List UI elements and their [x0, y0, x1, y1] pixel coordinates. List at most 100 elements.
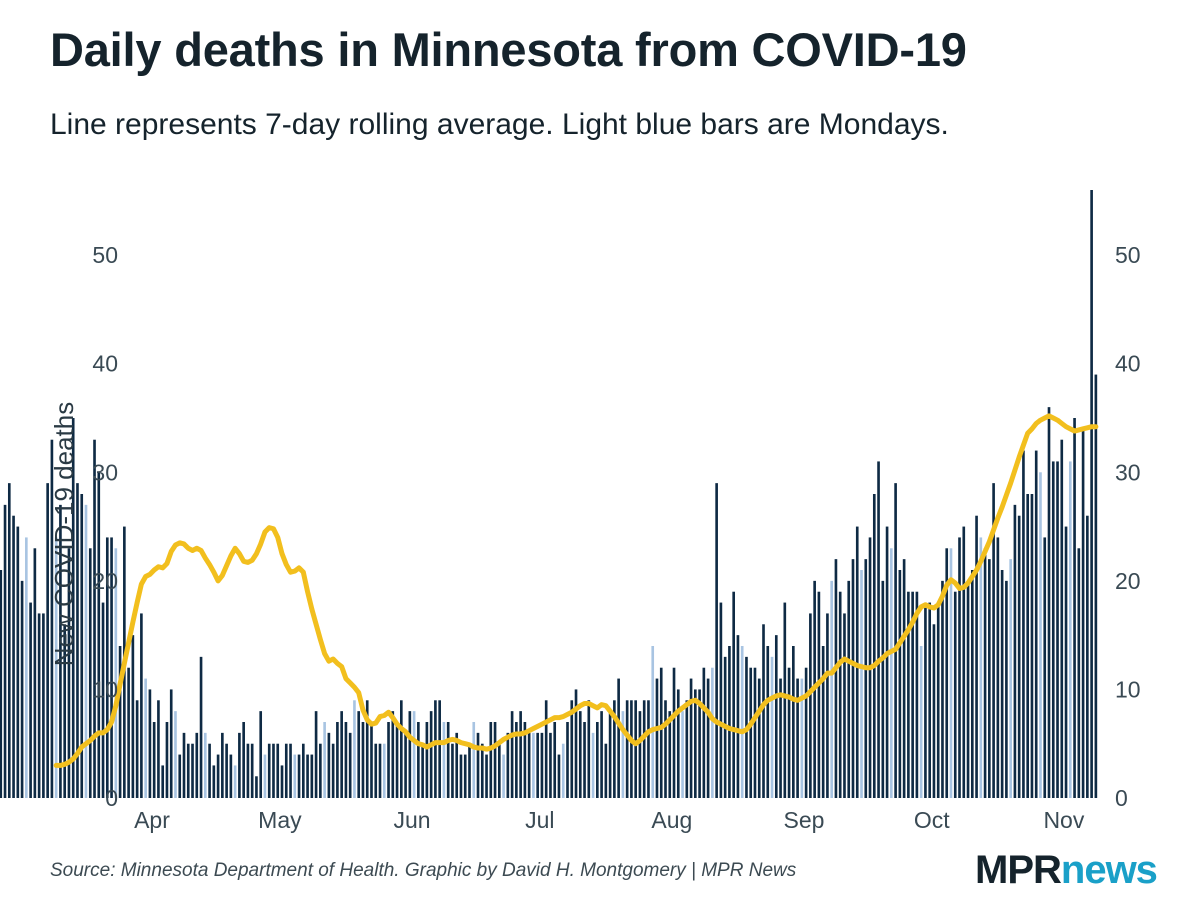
monday-bar — [949, 548, 953, 798]
daily-bar — [766, 646, 770, 798]
daily-bar — [314, 711, 318, 798]
daily-bar — [779, 678, 782, 798]
daily-bar — [642, 700, 646, 798]
y-tick-label-right: 0 — [1115, 785, 1128, 811]
daily-bar — [881, 580, 885, 798]
daily-bar — [915, 591, 919, 798]
daily-bar — [523, 722, 527, 798]
monday-bar — [323, 722, 326, 798]
daily-bar — [936, 602, 940, 798]
daily-bar — [689, 678, 693, 798]
daily-bar — [574, 689, 578, 798]
daily-bar — [600, 711, 603, 798]
daily-bar — [1086, 515, 1089, 798]
daily-bar — [208, 743, 211, 798]
monday-bar — [442, 722, 446, 798]
daily-bar — [958, 537, 961, 798]
monday-bar — [1039, 472, 1042, 798]
daily-bar — [983, 548, 987, 798]
x-tick-label: Apr — [134, 807, 170, 833]
daily-bar — [459, 754, 463, 798]
y-tick-label-left: 40 — [92, 351, 118, 377]
x-tick-label: Jun — [393, 807, 430, 833]
daily-bar — [387, 722, 390, 798]
daily-bar — [446, 722, 450, 798]
y-tick-label-right: 30 — [1115, 459, 1141, 485]
monday-bar — [890, 548, 893, 798]
monday-bar — [412, 711, 416, 798]
monday-bar — [681, 711, 684, 798]
x-tick-label: May — [258, 807, 302, 833]
daily-bar — [361, 722, 365, 798]
daily-bar — [506, 732, 510, 798]
daily-bar — [182, 732, 186, 798]
daily-bar — [728, 646, 731, 798]
daily-bar — [596, 722, 599, 798]
daily-bar — [284, 743, 288, 798]
daily-bar — [638, 711, 642, 798]
daily-bar — [378, 743, 382, 798]
daily-bar — [408, 711, 412, 798]
daily-bar — [169, 689, 173, 798]
daily-bar — [676, 689, 680, 798]
daily-bar — [110, 537, 113, 798]
daily-bar — [1030, 494, 1034, 798]
daily-bar — [498, 743, 501, 798]
daily-bar — [864, 559, 868, 798]
daily-bar — [907, 591, 910, 798]
daily-bar — [157, 700, 160, 798]
daily-bar — [898, 570, 902, 798]
daily-bar — [655, 678, 659, 798]
daily-bar — [225, 743, 228, 798]
daily-bar — [395, 722, 399, 798]
daily-bar — [1022, 450, 1025, 798]
daily-bar — [468, 743, 471, 798]
daily-bar — [272, 743, 275, 798]
daily-bar — [847, 580, 851, 798]
daily-bar — [762, 624, 765, 798]
daily-bar — [924, 602, 927, 798]
y-tick-label-right: 20 — [1115, 568, 1141, 594]
daily-bar — [604, 743, 608, 798]
daily-bar — [195, 732, 199, 798]
daily-bar — [975, 515, 978, 798]
daily-bar — [553, 722, 557, 798]
daily-bar — [549, 732, 552, 798]
daily-bar — [297, 754, 301, 798]
monday-bar — [84, 504, 88, 798]
monday-bar — [860, 570, 863, 798]
daily-bar — [391, 711, 395, 798]
daily-bar — [1005, 580, 1008, 798]
daily-bar — [319, 743, 322, 798]
daily-bar — [93, 439, 96, 798]
daily-bar — [404, 732, 407, 798]
daily-bar — [877, 461, 880, 798]
daily-bar — [715, 483, 718, 798]
daily-bar — [67, 548, 71, 798]
daily-bar — [796, 678, 799, 798]
monday-bar — [561, 743, 565, 798]
monday-bar — [144, 678, 147, 798]
monday-bar — [740, 646, 744, 798]
daily-bar — [1017, 515, 1021, 798]
daily-bar — [783, 602, 787, 798]
daily-bar — [817, 591, 821, 798]
rolling-average-line — [53, 413, 1099, 768]
daily-bar — [838, 591, 842, 798]
daily-bar — [131, 635, 135, 798]
daily-bar — [1051, 461, 1055, 798]
daily-bar — [583, 722, 586, 798]
daily-bar — [259, 711, 263, 798]
daily-bar — [186, 743, 190, 798]
daily-bar — [0, 570, 3, 798]
x-tick-label: Jul — [525, 807, 554, 833]
daily-bar — [659, 667, 663, 798]
daily-bar — [698, 689, 701, 798]
x-tick-label: Sep — [784, 807, 825, 833]
daily-bar — [161, 765, 165, 798]
daily-bar — [996, 537, 1000, 798]
chart-subtitle: Line represents 7-day rolling average. L… — [50, 108, 949, 141]
daily-bar — [101, 602, 105, 798]
daily-bar — [365, 700, 369, 798]
daily-bar — [216, 754, 220, 798]
